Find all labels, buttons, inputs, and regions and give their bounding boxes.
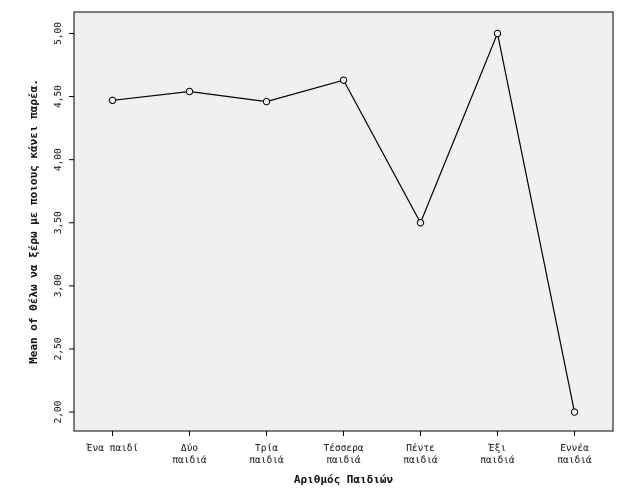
y-tick-label: 4,50	[53, 85, 64, 108]
plot-area	[73, 11, 614, 432]
y-tick-label: 3,50	[53, 211, 64, 234]
x-category-label: Ένα παιδί	[85, 443, 138, 454]
x-category-label: Πέντε παιδιά	[403, 443, 438, 466]
data-point	[339, 76, 348, 84]
y-tick-label: 2,00	[53, 400, 64, 423]
x-category-label: Δύο παιδιά	[172, 443, 207, 466]
data-point	[570, 408, 579, 416]
x-category-label: Εννέα παιδιά	[557, 443, 592, 466]
axis-ticks: 2,00 2,50 3,00 3,50 4,00 4,50 5,00 Ένα παιδί Δύο…	[53, 22, 592, 466]
x-category-label: Τέσσερα παιδιά	[323, 443, 363, 466]
data-point	[493, 29, 502, 38]
x-axis-title: Αριθμός Παιδιών	[294, 473, 394, 486]
data-point	[185, 87, 194, 96]
x-category-label: Έξι παιδιά	[480, 443, 515, 466]
data-point	[108, 96, 117, 105]
y-axis-title: Mean of Θέλω να ξέρω με ποιους κάνει παρ…	[27, 79, 40, 364]
data-point	[416, 219, 425, 227]
x-category-label: Τρία παιδιά	[249, 443, 284, 466]
y-tick-label: 3,00	[53, 274, 64, 297]
y-tick-label: 5,00	[53, 22, 64, 45]
y-tick-label: 4,00	[53, 148, 64, 171]
data-points	[108, 29, 579, 416]
y-tick-label: 2,50	[53, 337, 64, 360]
data-point	[262, 97, 271, 106]
